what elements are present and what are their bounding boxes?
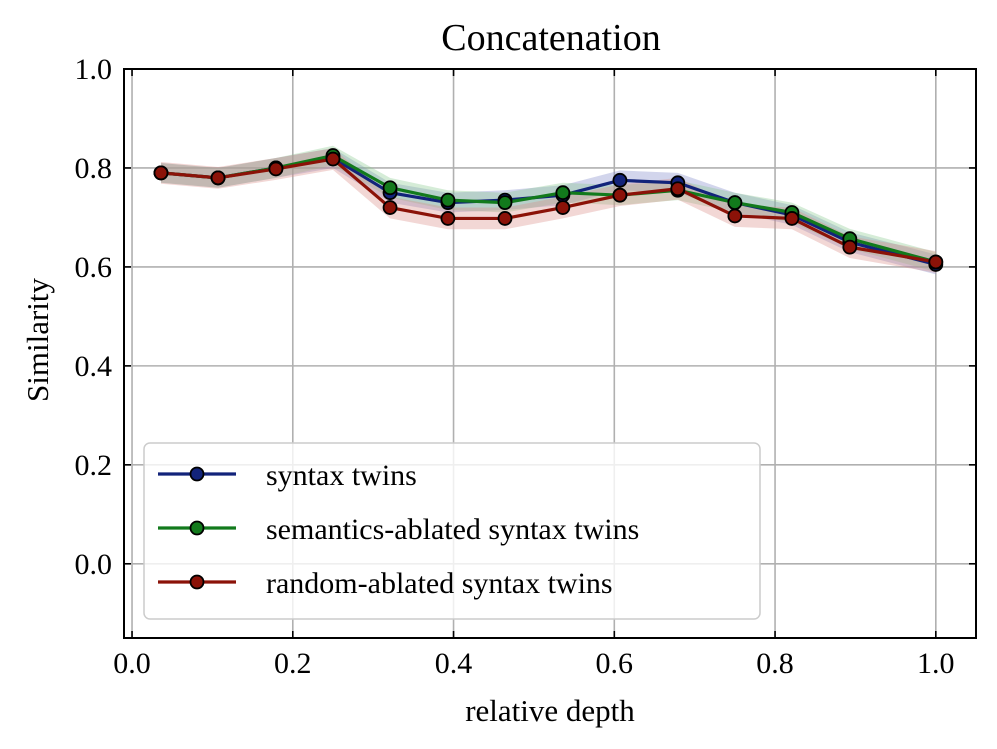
series-3-point (497, 211, 513, 226)
x-tick-label: 0.2 (274, 647, 312, 680)
series-1-band (160, 148, 936, 275)
plot-frame (123, 68, 977, 639)
series-3-point (727, 208, 743, 224)
legend-marker-2 (189, 520, 205, 536)
series-3-point (153, 165, 169, 181)
series-2-point (727, 195, 743, 210)
legend-box (143, 442, 761, 620)
series-3-point (382, 200, 398, 215)
series-3-point (670, 181, 686, 197)
legend-label-1: syntax twins (266, 459, 417, 492)
series-3-point (325, 151, 341, 167)
x-axis-label: relative depth (465, 693, 635, 728)
chart-title: Concatenation (441, 17, 660, 59)
series-3-point (210, 170, 226, 186)
x-tick-label: 1.0 (917, 647, 955, 680)
y-tick-label: 0.4 (75, 350, 113, 383)
series-3-line (160, 157, 937, 264)
series-3-point (612, 187, 628, 203)
y-tick-label: 0.8 (75, 152, 113, 185)
series-2-point (440, 192, 456, 208)
series-1-point (612, 172, 628, 188)
legend-marker-3 (189, 574, 205, 590)
axis-ticks: 0.0 0.2 0.4 0.6 0.8 1.0 0.0 0.2 0.4 0.6 0.8 1.0 (75, 53, 976, 680)
series-2-point (555, 185, 571, 201)
y-tick-label: 0.0 (75, 548, 113, 581)
y-axis-label: Similarity (20, 278, 55, 403)
series-2-point (382, 180, 398, 196)
legend-label-3: random-ablated syntax twins (266, 567, 613, 600)
series-points (153, 148, 944, 272)
y-tick-label: 1.0 (75, 53, 113, 86)
series-3-point (268, 161, 284, 177)
series-3-point (784, 211, 800, 226)
legend: syntax twins semantics-ablated syntax twi… (143, 442, 761, 620)
x-tick-label: 0.4 (435, 647, 473, 680)
x-tick-label: 0.6 (596, 647, 634, 680)
x-tick-label: 0.8 (756, 647, 794, 680)
series-3-point (842, 239, 858, 255)
series-3-point (440, 211, 456, 226)
series-lines (160, 153, 937, 266)
y-tick-label: 0.6 (75, 251, 113, 284)
legend-marker-1 (189, 466, 205, 482)
y-tick-label: 0.2 (75, 449, 113, 482)
series-3-point (555, 200, 571, 215)
legend-label-2: semantics-ablated syntax twins (266, 513, 639, 546)
x-tick-label: 0.0 (113, 647, 151, 680)
series-3-point (928, 254, 944, 270)
series-2-point (497, 195, 513, 210)
